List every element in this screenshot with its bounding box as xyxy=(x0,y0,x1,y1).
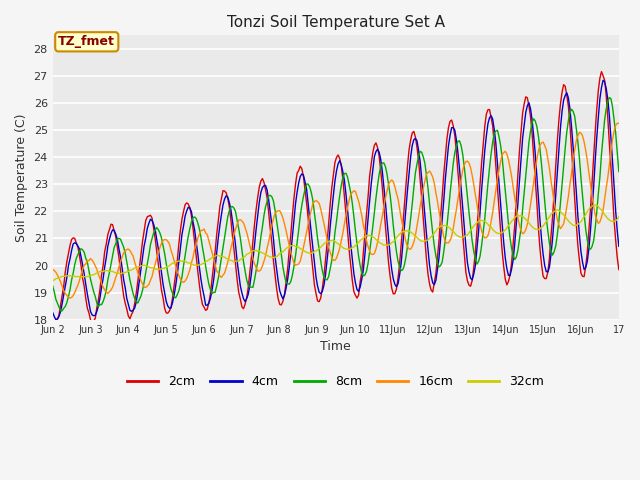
16cm xyxy=(298,252,306,257)
Line: 2cm: 2cm xyxy=(52,72,619,325)
4cm xyxy=(585,246,593,252)
32cm xyxy=(118,270,126,276)
32cm xyxy=(246,250,253,256)
Text: TZ_fmet: TZ_fmet xyxy=(58,36,115,48)
4cm xyxy=(52,317,60,323)
2cm xyxy=(615,267,623,273)
32cm xyxy=(296,246,304,252)
32cm xyxy=(584,208,591,214)
4cm xyxy=(238,290,246,296)
32cm xyxy=(237,257,244,263)
4cm xyxy=(599,77,607,83)
16cm xyxy=(49,266,56,272)
4cm xyxy=(298,171,306,177)
8cm xyxy=(120,244,127,250)
4cm xyxy=(615,243,623,249)
32cm xyxy=(615,214,623,220)
2cm xyxy=(298,166,306,171)
4cm xyxy=(248,271,255,276)
16cm xyxy=(248,249,255,255)
16cm xyxy=(219,272,227,278)
Title: Tonzi Soil Temperature Set A: Tonzi Soil Temperature Set A xyxy=(227,15,445,30)
8cm xyxy=(585,245,593,251)
8cm xyxy=(58,308,66,314)
8cm xyxy=(219,245,227,251)
2cm xyxy=(248,255,255,261)
4cm xyxy=(219,202,227,208)
8cm xyxy=(238,247,246,253)
16cm xyxy=(66,295,74,301)
8cm xyxy=(248,284,255,290)
2cm xyxy=(585,228,593,233)
2cm xyxy=(51,323,58,328)
32cm xyxy=(593,202,600,208)
4cm xyxy=(120,277,127,283)
Y-axis label: Soil Temperature (C): Soil Temperature (C) xyxy=(15,113,28,242)
16cm xyxy=(615,120,623,126)
2cm xyxy=(219,188,227,193)
32cm xyxy=(49,278,56,284)
2cm xyxy=(49,318,56,324)
8cm xyxy=(615,168,623,174)
2cm xyxy=(120,293,127,299)
8cm xyxy=(49,283,56,289)
Line: 32cm: 32cm xyxy=(52,205,619,281)
16cm xyxy=(585,169,593,175)
32cm xyxy=(218,253,225,259)
Line: 4cm: 4cm xyxy=(52,80,619,320)
Legend: 2cm, 4cm, 8cm, 16cm, 32cm: 2cm, 4cm, 8cm, 16cm, 32cm xyxy=(122,370,549,393)
16cm xyxy=(120,250,127,256)
Line: 16cm: 16cm xyxy=(52,123,619,298)
2cm xyxy=(598,69,605,74)
X-axis label: Time: Time xyxy=(321,340,351,353)
8cm xyxy=(605,95,613,100)
8cm xyxy=(298,203,306,208)
Line: 8cm: 8cm xyxy=(52,97,619,311)
4cm xyxy=(49,310,56,315)
16cm xyxy=(613,120,621,126)
16cm xyxy=(238,218,246,224)
2cm xyxy=(238,304,246,310)
